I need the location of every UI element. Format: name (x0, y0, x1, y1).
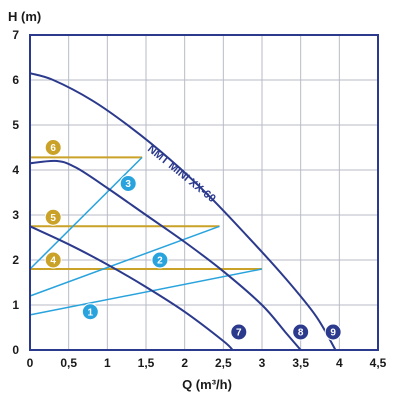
badge-3: 3 (119, 175, 137, 192)
badge-circle (44, 251, 62, 269)
x-tick-label: 2,5 (215, 356, 232, 370)
x-tick-label: 2 (181, 356, 188, 370)
x-tick-label: 3,5 (292, 356, 309, 370)
plot-frame (29, 34, 379, 351)
system-curve-1 (29, 268, 263, 316)
pump-curve-9 (29, 72, 337, 351)
x-tick-label: 0 (27, 356, 34, 370)
badge-circle (44, 208, 62, 226)
badge-7: 7 (230, 323, 248, 341)
badge-label: 5 (50, 213, 56, 224)
y-tick-label: 1 (12, 298, 19, 312)
badge-1: 1 (81, 303, 99, 321)
y-axis-label: H (m) (8, 9, 41, 24)
badge-circle (230, 323, 248, 341)
x-tick-label: 0,5 (60, 356, 77, 370)
badge-circle (324, 323, 342, 341)
badges: 1 2 3 4 5 6 7 8 9 (44, 139, 342, 341)
pump-model-label: NMT MINI XX-60 (145, 143, 218, 205)
y-tick-label: 5 (12, 118, 19, 132)
curves (29, 72, 337, 351)
badge-circle (81, 303, 99, 321)
badge-label: 8 (298, 328, 304, 339)
x-tick-label: 1 (104, 356, 111, 370)
badge-6: 6 (44, 139, 62, 156)
badge-circle (119, 175, 137, 192)
badge-label: 3 (125, 179, 131, 190)
badge-label: 1 (88, 307, 94, 318)
x-tick-label: 4,5 (370, 356, 387, 370)
badge-circle (151, 251, 169, 269)
badge-circle (292, 323, 310, 341)
y-tick-label: 6 (12, 73, 19, 87)
y-tick-label: 4 (12, 163, 19, 177)
badge-label: 4 (50, 256, 56, 267)
badge-8: 8 (292, 323, 310, 341)
grid (30, 35, 378, 350)
ticks: 0 0,5 1 1,5 2 2,5 3 3,5 4 4,5 0 1 2 3 4 5 6 7 (12, 28, 386, 370)
system-curve-3 (29, 156, 143, 270)
badge-label: 7 (236, 328, 242, 339)
pump-curve-7 (29, 225, 234, 351)
badge-label: 6 (50, 143, 56, 154)
y-tick-label: 7 (12, 28, 19, 42)
badge-2: 2 (151, 251, 169, 269)
badge-5: 5 (44, 208, 62, 226)
badge-label: 9 (330, 328, 336, 339)
badge-circle (44, 139, 62, 156)
y-tick-label: 2 (12, 253, 19, 267)
x-tick-label: 4 (336, 356, 343, 370)
x-tick-label: 1,5 (138, 356, 155, 370)
y-tick-label: 3 (12, 208, 19, 222)
system-curve-2 (29, 225, 220, 297)
badge-9: 9 (324, 323, 342, 341)
x-axis-label: Q (m³/h) (182, 377, 232, 392)
y-tick-label: 0 (12, 343, 19, 357)
pump-curve-8 (29, 159, 302, 351)
x-tick-label: 3 (259, 356, 266, 370)
badge-label: 2 (157, 256, 163, 267)
badge-4: 4 (44, 251, 62, 269)
